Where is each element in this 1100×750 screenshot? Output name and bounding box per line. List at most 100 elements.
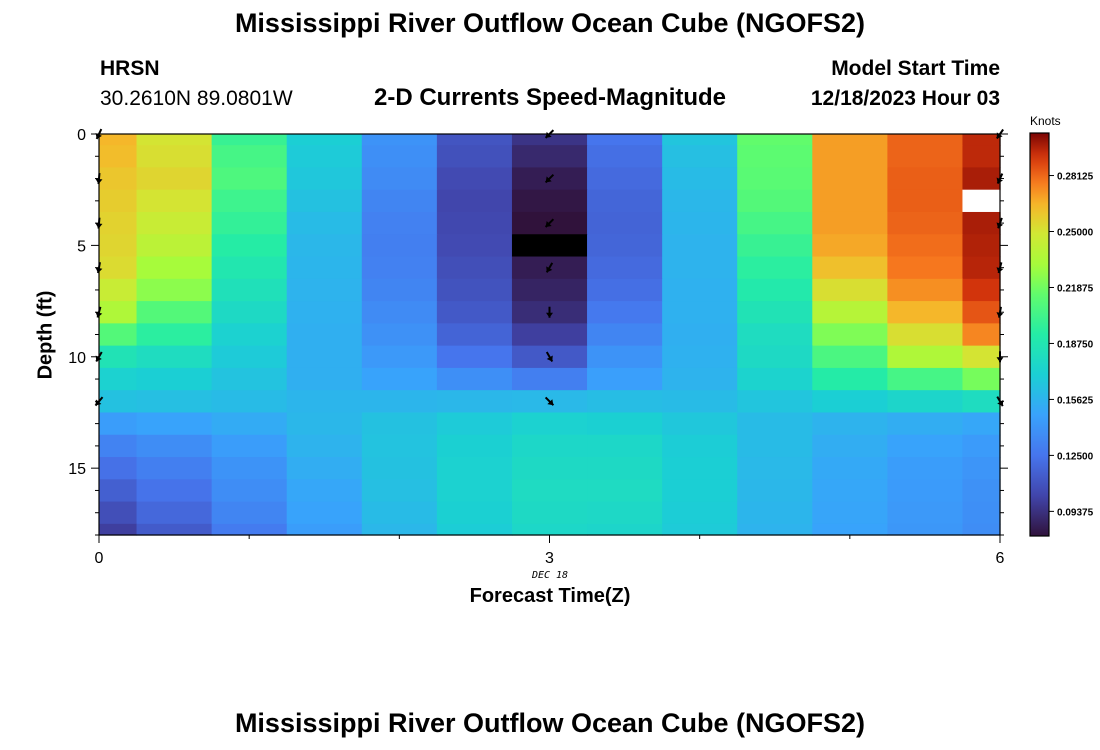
heatmap-cell bbox=[737, 256, 813, 280]
heatmap-cell bbox=[286, 323, 363, 347]
heatmap-cell bbox=[436, 211, 513, 235]
heatmap-cell bbox=[211, 412, 288, 436]
heatmap-cell bbox=[962, 167, 1001, 191]
heatmap-cell bbox=[737, 278, 813, 302]
heatmap-cell bbox=[136, 457, 213, 480]
heatmap-cell bbox=[511, 134, 588, 146]
colorbar-tick-label: 0.25000 bbox=[1057, 228, 1094, 239]
heatmap-cell bbox=[887, 278, 964, 302]
vector-head bbox=[545, 220, 552, 228]
heatmap-cell bbox=[286, 501, 363, 525]
heatmap-cell bbox=[511, 145, 588, 169]
heatmap-cell bbox=[962, 323, 1001, 347]
heatmap-cell bbox=[436, 145, 513, 169]
heatmap-cell bbox=[812, 479, 888, 503]
heatmap-cell bbox=[436, 501, 513, 525]
heatmap-cell bbox=[436, 523, 513, 536]
heatmap-cell bbox=[587, 256, 663, 280]
heatmap-cell bbox=[662, 434, 738, 458]
heatmap-cell bbox=[136, 434, 213, 458]
heatmap-cell bbox=[962, 345, 1001, 369]
heatmap-cell bbox=[662, 523, 738, 536]
heatmap-cell bbox=[962, 134, 1001, 146]
heatmap-cell bbox=[812, 523, 888, 536]
heatmap-cell bbox=[99, 234, 138, 258]
heatmap-cell bbox=[361, 390, 438, 414]
heatmap-cell bbox=[286, 523, 363, 536]
vector-head bbox=[545, 131, 552, 138]
y-axis-label: Depth (ft) bbox=[34, 290, 57, 380]
heatmap-cell bbox=[136, 134, 213, 146]
heatmap-cell bbox=[211, 457, 288, 480]
heatmap-cell bbox=[436, 457, 513, 480]
heatmap-cell bbox=[962, 234, 1001, 258]
heatmap-cell bbox=[436, 189, 513, 213]
current-vector bbox=[544, 218, 555, 228]
heatmap-cell bbox=[286, 412, 363, 436]
heatmap-cell bbox=[211, 345, 288, 369]
heatmap-cell bbox=[286, 234, 363, 258]
heatmap-cell bbox=[812, 412, 888, 436]
x-axis-label: Forecast Time(Z) bbox=[469, 585, 631, 607]
vector-head bbox=[546, 266, 553, 273]
heatmap-cell bbox=[99, 501, 138, 525]
heatmap-cell bbox=[211, 234, 288, 258]
heatmap-cell bbox=[99, 167, 138, 191]
heatmap-cell bbox=[211, 390, 288, 414]
heatmap-cell bbox=[211, 167, 288, 191]
heatmap-cell bbox=[737, 234, 813, 258]
heatmap-cell bbox=[587, 134, 663, 146]
colorbar-tick-label: 0.21875 bbox=[1057, 283, 1094, 294]
heatmap-cell bbox=[887, 256, 964, 280]
heatmap-cell bbox=[737, 457, 813, 480]
heatmap-cell bbox=[812, 256, 888, 280]
vector-head bbox=[545, 176, 552, 183]
heatmap-cell bbox=[361, 234, 438, 258]
y-tick-label: 15 bbox=[68, 461, 86, 478]
heatmap-cell bbox=[361, 457, 438, 480]
heatmap-cell bbox=[812, 167, 888, 191]
heatmap-cell bbox=[662, 345, 738, 369]
heatmap-cell bbox=[737, 501, 813, 525]
heatmap-cell bbox=[286, 479, 363, 503]
heatmap-cell bbox=[812, 501, 888, 525]
heatmap-cell bbox=[136, 211, 213, 235]
heatmap-cell bbox=[286, 167, 363, 191]
heatmap-cell bbox=[511, 189, 588, 213]
heatmap-cell bbox=[737, 211, 813, 235]
heatmap-cell bbox=[812, 234, 888, 258]
model-start-label: Model Start Time bbox=[831, 57, 1000, 80]
heatmap-cell bbox=[361, 367, 438, 391]
colorbar-unit: Knots bbox=[1030, 114, 1061, 128]
heatmap-cell bbox=[136, 256, 213, 280]
heatmap-cell bbox=[99, 189, 138, 213]
vector-head bbox=[547, 399, 554, 406]
heatmap-cell bbox=[286, 189, 363, 213]
heatmap-cell bbox=[812, 189, 888, 213]
heatmap-cell bbox=[286, 301, 363, 324]
heatmap-cell bbox=[962, 523, 1001, 536]
vector-head bbox=[546, 355, 553, 362]
heatmap-cell bbox=[962, 367, 1001, 391]
heatmap-cell bbox=[361, 278, 438, 302]
heatmap-cell bbox=[99, 256, 138, 280]
heatmap-cell bbox=[136, 390, 213, 414]
heatmap-cell bbox=[99, 367, 138, 391]
heatmap-cell bbox=[511, 234, 588, 258]
chart-title: Mississippi River Outflow Ocean Cube (NG… bbox=[234, 8, 866, 38]
x-tick-label: 6 bbox=[996, 550, 1005, 567]
heatmap-cell bbox=[361, 323, 438, 347]
heatmap-cell bbox=[962, 501, 1001, 525]
heatmap-cell bbox=[436, 167, 513, 191]
heatmap-cell bbox=[99, 145, 138, 169]
current-vector bbox=[545, 262, 554, 273]
heatmap-cell bbox=[211, 323, 288, 347]
heatmap-cell bbox=[662, 167, 738, 191]
heatmap-cell bbox=[737, 189, 813, 213]
heatmap-cell bbox=[211, 479, 288, 503]
heatmap-cell bbox=[812, 457, 888, 480]
heatmap-cell bbox=[662, 256, 738, 280]
heatmap-cell bbox=[962, 256, 1001, 280]
heatmap-cell bbox=[962, 412, 1001, 436]
current-vector bbox=[544, 396, 555, 406]
